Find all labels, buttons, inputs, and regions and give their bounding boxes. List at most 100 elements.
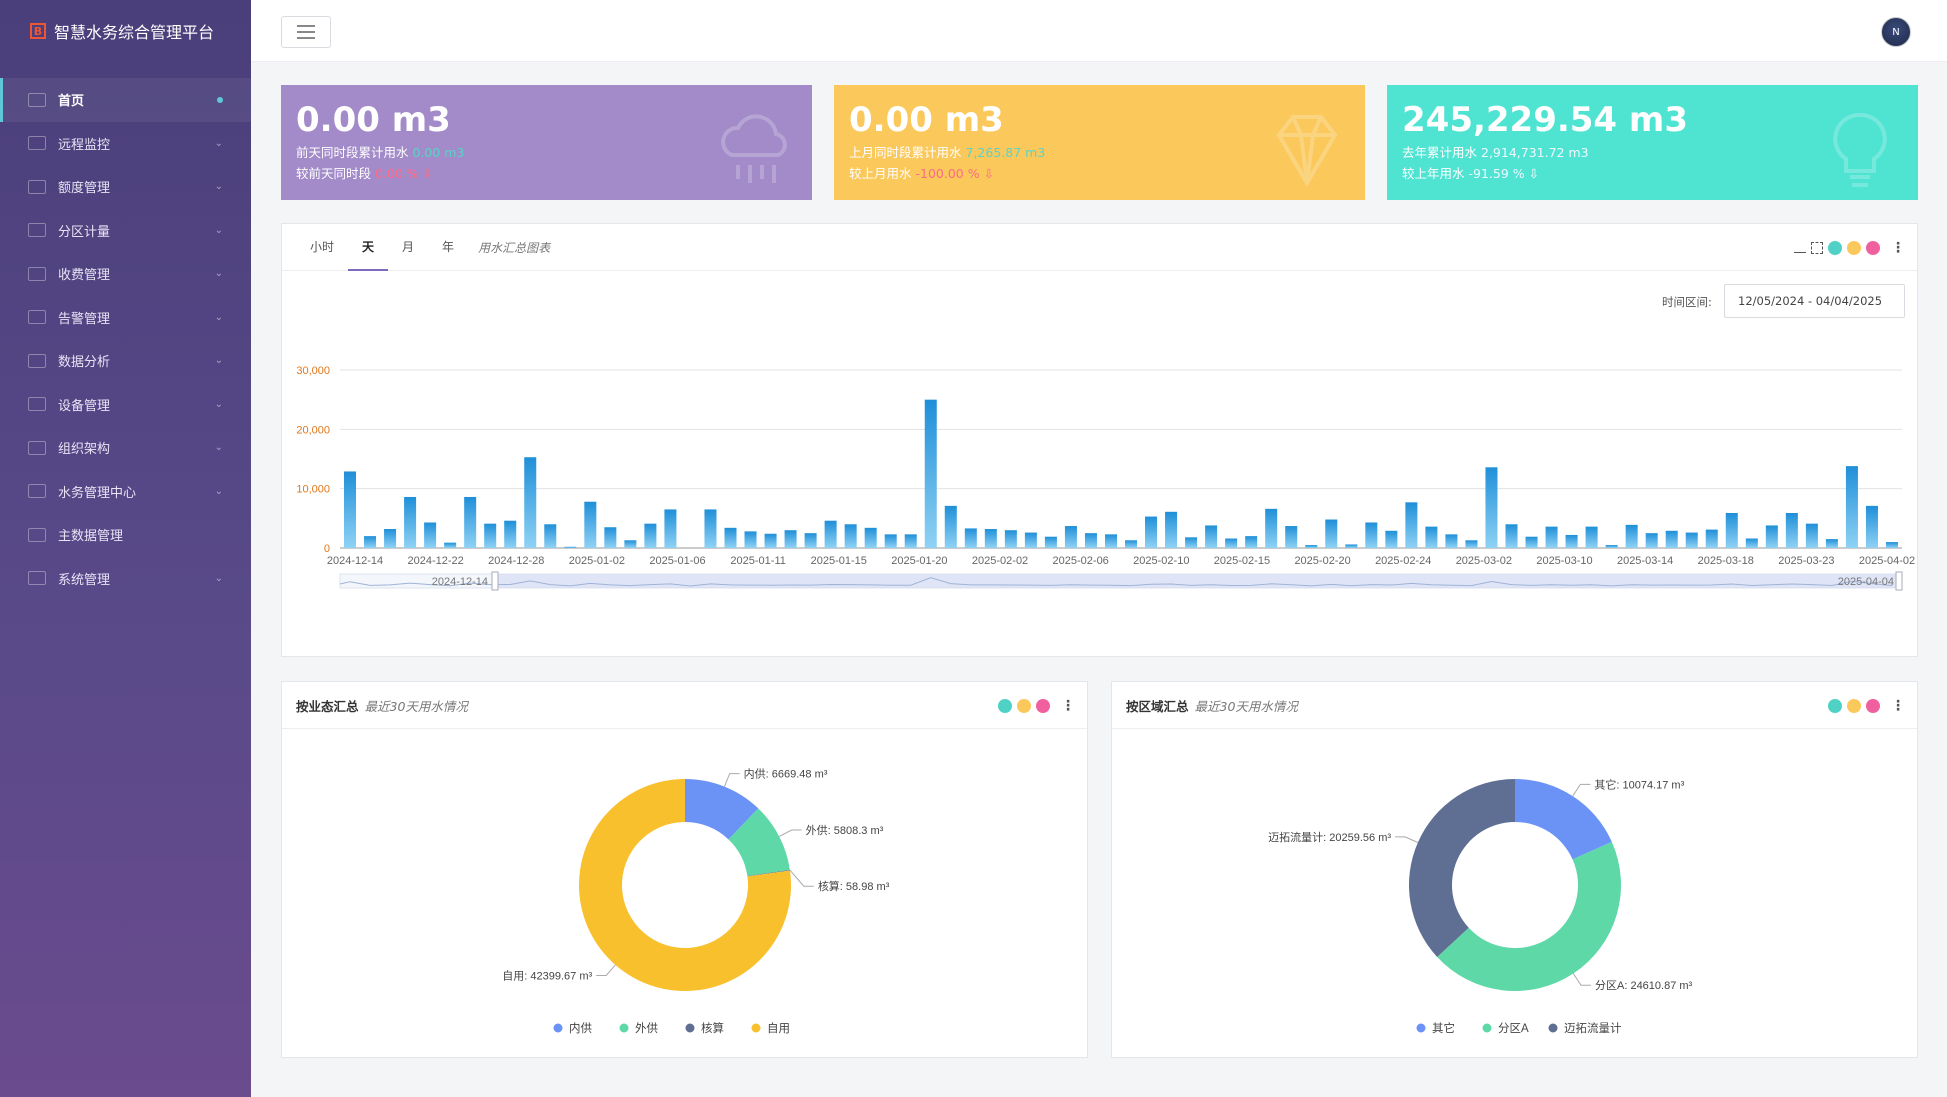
zoom-window[interactable] [495,574,1897,588]
bar[interactable] [1545,526,1558,548]
bar[interactable] [744,531,757,548]
donut-slice[interactable] [728,808,790,876]
legend-label[interactable]: 分区A [1498,1022,1529,1035]
bar[interactable] [1385,530,1398,548]
tab-1[interactable]: 天 [348,224,389,271]
legend-label[interactable]: 其它 [1432,1021,1455,1035]
bar[interactable] [1605,545,1618,548]
bar[interactable] [1585,526,1598,548]
bar[interactable] [1685,532,1698,548]
sidebar-item-1[interactable]: 远程监控 ⌄ [0,122,251,166]
bar[interactable] [724,527,737,548]
tab-3[interactable]: 年 [442,239,455,254]
bar[interactable] [1125,540,1138,548]
color-dot-teal[interactable] [1828,240,1842,255]
donut-slice[interactable] [1515,779,1612,860]
bar[interactable] [384,529,397,548]
bar[interactable] [984,529,997,548]
avatar[interactable]: N [1881,17,1911,47]
bar[interactable] [1305,545,1318,548]
sidebar-item-8[interactable]: 组织架构 ⌄ [0,426,251,470]
bar[interactable] [1044,536,1057,548]
bar[interactable] [604,527,617,548]
bar[interactable] [1225,538,1238,548]
tab-2[interactable]: 月 [402,239,415,254]
bar[interactable] [1785,512,1798,548]
sidebar-item-6[interactable]: 数据分析 ⌄ [0,339,251,383]
legend-marker[interactable] [1416,1023,1426,1033]
donut-slice[interactable] [1409,779,1515,957]
bar[interactable] [464,496,477,548]
donut-slice[interactable] [579,779,791,991]
minimize-icon[interactable] [1794,243,1806,253]
legend-marker[interactable] [685,1023,695,1033]
color-dot-teal[interactable] [1828,698,1842,713]
bar[interactable] [1565,534,1578,548]
legend-label[interactable]: 内供 [569,1021,592,1035]
menu-toggle-button[interactable] [281,16,331,48]
more-options-icon[interactable]: ⋮ [1891,239,1905,256]
color-dot-pink[interactable] [1866,240,1880,255]
more-options-icon[interactable]: ⋮ [1061,697,1075,714]
bar[interactable] [444,542,457,548]
more-options-icon[interactable]: ⋮ [1891,697,1905,714]
bar[interactable] [1445,534,1458,548]
bar[interactable] [1665,530,1678,548]
legend-marker[interactable] [619,1023,629,1033]
legend-label[interactable]: 外供 [635,1021,658,1035]
fullscreen-icon[interactable] [1811,241,1823,254]
bar[interactable] [1725,512,1738,548]
bar[interactable] [1645,533,1658,548]
bar[interactable] [1425,526,1438,548]
bar[interactable] [1165,511,1178,548]
bar[interactable] [1825,539,1838,548]
color-dot-yellow[interactable] [1017,698,1031,713]
sidebar-item-4[interactable]: 收费管理 ⌄ [0,252,251,296]
bar[interactable] [924,399,937,548]
sidebar-item-11[interactable]: 系统管理 ⌄ [0,557,251,601]
bar[interactable] [1485,467,1498,548]
donut-slice[interactable] [747,869,791,877]
bar[interactable] [1104,534,1117,548]
bar[interactable] [1265,508,1278,548]
bar[interactable] [1705,529,1718,548]
legend-label[interactable]: 自用 [767,1022,790,1035]
tab-0[interactable]: 小时 [310,239,335,254]
legend-label[interactable]: 迈拓流量计 [1564,1021,1622,1035]
bar[interactable] [1465,540,1478,548]
color-dot-yellow[interactable] [1847,698,1861,713]
bar[interactable] [784,530,797,548]
bar[interactable] [1405,502,1418,548]
bar[interactable] [644,523,657,548]
bar[interactable] [1365,522,1378,548]
legend-marker[interactable] [1482,1023,1492,1033]
legend-marker[interactable] [1548,1023,1558,1033]
bar[interactable] [1024,532,1037,548]
bar[interactable] [624,540,637,548]
bar[interactable] [1325,519,1338,548]
bar[interactable] [1145,516,1158,548]
bar[interactable] [484,523,497,548]
legend-marker[interactable] [553,1023,563,1033]
bar[interactable] [424,522,437,548]
brand[interactable]: B 智慧水务综合管理平台 [0,0,251,62]
bar[interactable] [1765,525,1778,548]
bar[interactable] [1064,526,1077,548]
donut-slice[interactable] [685,779,759,840]
date-range-input[interactable]: 12/05/2024 - 04/04/2025 [1724,284,1905,318]
zoom-handle-left[interactable] [491,571,499,591]
bar[interactable] [1525,536,1538,548]
bar[interactable] [844,524,857,548]
bar[interactable] [1084,533,1097,548]
color-dot-pink[interactable] [1866,698,1880,713]
legend-label[interactable]: 核算 [701,1021,724,1035]
bar[interactable] [1185,537,1198,548]
bar[interactable] [904,534,917,548]
bar[interactable] [664,509,677,548]
bar[interactable] [1004,530,1017,548]
bar[interactable] [1805,523,1818,548]
bar[interactable] [524,457,537,548]
bar[interactable] [1205,525,1218,548]
zoom-handle-right[interactable] [1895,571,1903,591]
bar[interactable] [1845,466,1858,548]
